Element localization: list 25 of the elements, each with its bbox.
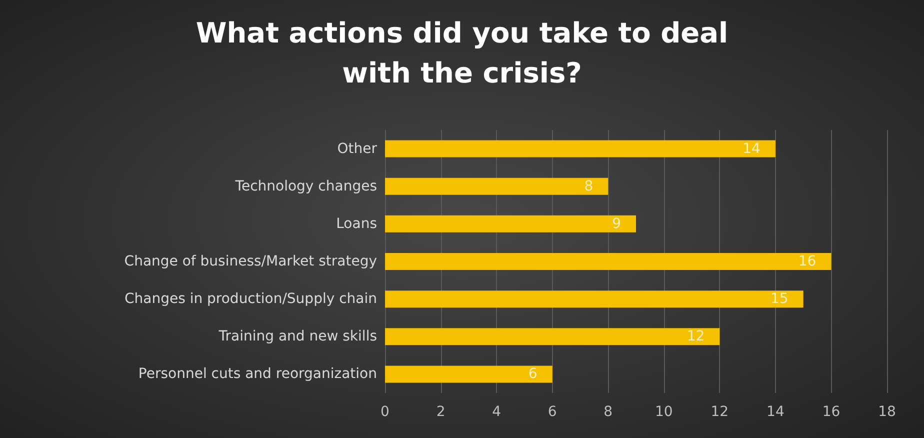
chart-title: What actions did you take to deal with the crisis?: [196, 16, 728, 90]
x-tick-label: 10: [654, 404, 673, 420]
x-tick-label: 14: [766, 404, 784, 420]
y-tick-label: Training and new skills: [218, 328, 377, 345]
x-tick-label: 0: [380, 404, 390, 420]
x-tick-label: 18: [878, 404, 896, 420]
x-tick-label: 12: [710, 404, 729, 420]
y-tick-label: Changes in production/Supply chain: [124, 291, 377, 308]
x-tick-label: 16: [822, 404, 840, 420]
x-tick-label: 8: [604, 404, 613, 420]
data-label: 9: [612, 216, 621, 232]
y-tick-label: Technology changes: [234, 178, 377, 194]
data-label: 12: [686, 328, 705, 345]
y-tick-label: Personnel cuts and reorganization: [138, 366, 377, 382]
data-label: 14: [742, 140, 761, 157]
y-tick-label: Change of business/Market strategy: [124, 254, 377, 270]
x-tick-label: 2: [436, 404, 446, 420]
data-label: 6: [528, 366, 538, 382]
y-tick-label: Loans: [336, 216, 377, 232]
data-label: 15: [770, 291, 788, 308]
data-label: 8: [584, 178, 594, 194]
y-tick-label: Other: [337, 140, 378, 157]
data-label: 16: [798, 254, 816, 270]
x-tick-label: 6: [548, 404, 557, 420]
x-tick-label: 4: [492, 404, 502, 420]
